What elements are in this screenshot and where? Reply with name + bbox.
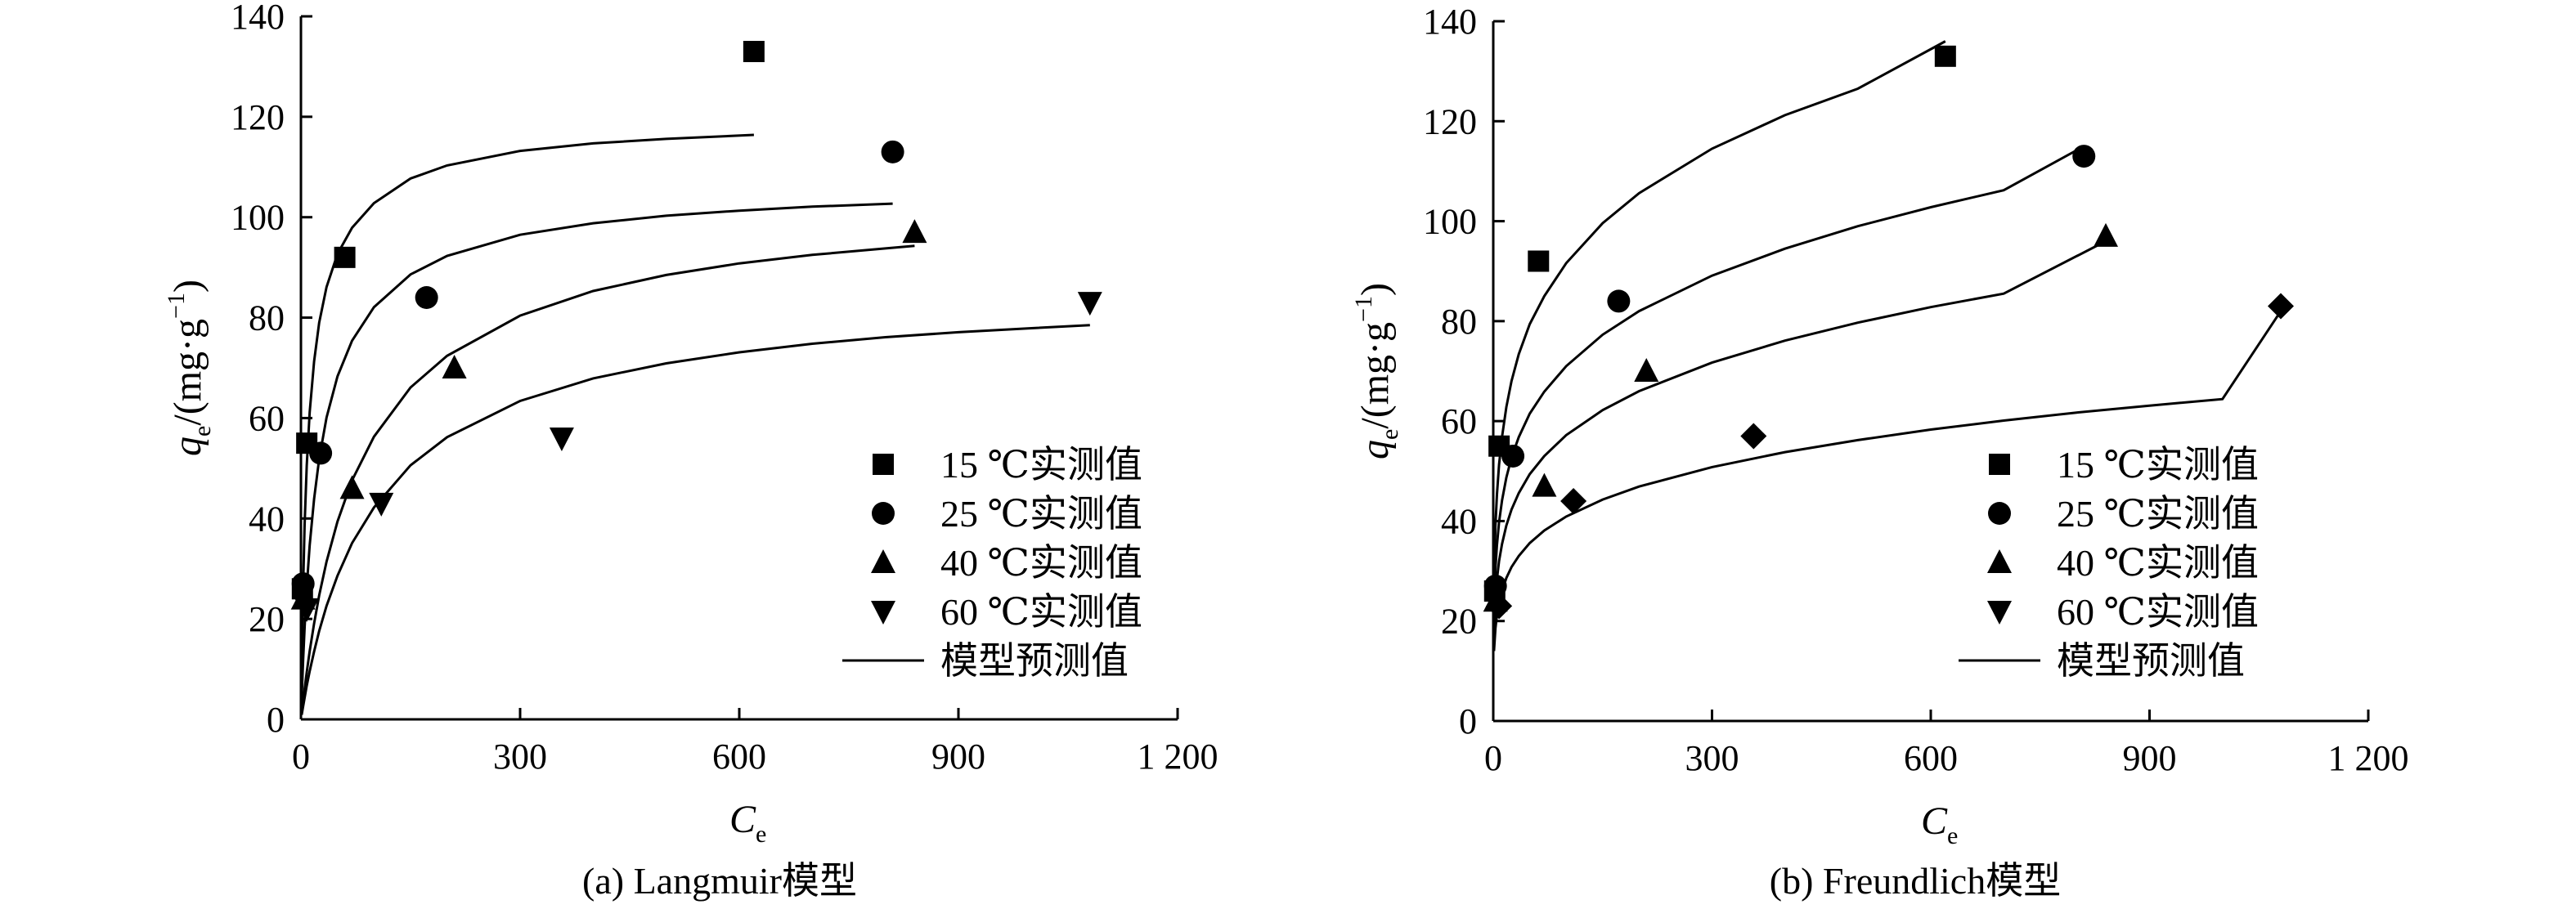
data-point-series-3	[442, 355, 467, 378]
y-tick-label: 60	[1441, 401, 1477, 441]
y-tick-label: 140	[1423, 2, 1477, 42]
fit-curve-2	[300, 202, 893, 699]
data-point-series-4	[1077, 292, 1102, 316]
data-point-series-1	[1528, 250, 1550, 272]
chart-panel-a: 0 20 40 60 80 100 120 140 0 300 600 900 1 200 Ce qe/(m…	[163, 0, 1218, 902]
data-point-series-2	[415, 286, 438, 309]
legend-marker	[1987, 549, 2012, 573]
data-point-series-3	[902, 219, 927, 244]
x-tick-label: 300	[1685, 738, 1739, 778]
fit-curve-3	[1492, 240, 2107, 631]
data-point-series-3	[1532, 472, 1557, 497]
data-point-series-4	[2268, 293, 2294, 320]
fit-curve-2	[1492, 145, 2085, 611]
x-tick-label: 0	[292, 737, 310, 777]
x-tick-label: 900	[2123, 738, 2177, 778]
legend-label: 40 ℃实测值	[940, 542, 1142, 584]
data-point-series-1	[334, 246, 356, 268]
y-tick-label: 120	[1423, 101, 1477, 141]
data-point-series-2	[2072, 145, 2096, 168]
legend-label: 25 ℃实测值	[2057, 493, 2259, 535]
legend-label: 60 ℃实测值	[2057, 591, 2259, 633]
y-tick-label: 120	[231, 97, 285, 137]
legend-label: 40 ℃实测值	[2057, 542, 2259, 584]
data-point-series-4	[549, 428, 574, 451]
data-point-series-4	[1560, 487, 1587, 514]
legend-label: 60 ℃实测值	[940, 591, 1142, 633]
data-point-series-3	[1634, 358, 1659, 382]
data-point-series-4	[294, 598, 320, 622]
x-tick-label: 300	[493, 737, 547, 777]
data-point-series-3	[2094, 222, 2118, 247]
y-tick-label: 80	[1441, 302, 1477, 342]
legend-marker	[1988, 502, 2011, 525]
y-tick-label: 40	[249, 499, 285, 539]
panel-caption: (b) Freundlich模型	[1770, 860, 2061, 902]
x-tick-label: 900	[931, 737, 985, 777]
y-tick-label: 0	[1459, 701, 1477, 741]
legend-label: 25 ℃实测值	[940, 493, 1142, 535]
data-point-series-4	[1486, 593, 1513, 620]
data-point-series-2	[291, 572, 315, 596]
x-tick-label: 1 200	[2328, 738, 2409, 778]
data-point-series-2	[1501, 444, 1525, 468]
legend-marker	[871, 601, 895, 625]
legend-marker	[1989, 454, 2010, 475]
y-tick-label: 140	[231, 0, 285, 37]
data-point-series-1	[743, 41, 765, 62]
x-tick-label: 1 200	[1138, 737, 1218, 777]
x-axis-title: Ce	[1921, 799, 1958, 849]
fit-curve-3	[300, 244, 915, 714]
y-axis-title: qe/(mg·g−1)	[163, 280, 216, 456]
fit-curve-1	[1492, 40, 1946, 581]
x-axis-title: Ce	[729, 798, 766, 848]
legend-marker	[871, 549, 895, 573]
data-point-series-2	[1483, 574, 1507, 598]
chart-panel-b: 0 20 40 60 80 100 120 140 0 300 600 900 1 200 Ce qe/(m…	[1350, 2, 2409, 902]
y-tick-label: 60	[249, 398, 285, 438]
legend-marker	[1987, 601, 2012, 625]
data-point-series-3	[339, 475, 365, 499]
legend-marker	[872, 502, 895, 525]
legend-label: 15 ℃实测值	[940, 444, 1142, 486]
y-tick-label: 0	[267, 700, 285, 740]
legend-marker	[873, 454, 894, 475]
fit-curve-4	[300, 324, 1090, 715]
data-point-series-2	[1607, 289, 1631, 313]
data-point-series-1	[1934, 45, 1956, 67]
y-tick-label: 40	[1441, 501, 1477, 541]
data-point-series-2	[881, 140, 904, 163]
data-point-series-4	[369, 492, 394, 517]
data-point-series-2	[309, 441, 333, 465]
legend-label: 15 ℃实测值	[2057, 444, 2259, 486]
y-tick-label: 80	[249, 298, 285, 338]
x-tick-label: 600	[712, 737, 766, 777]
y-tick-label: 20	[1441, 602, 1477, 642]
data-point-series-4	[1740, 423, 1767, 450]
y-tick-label: 100	[231, 198, 285, 238]
legend-label: 模型预测值	[2057, 640, 2245, 682]
y-axis-title: qe/(mg·g−1)	[1350, 283, 1403, 459]
x-tick-label: 0	[1484, 738, 1502, 778]
panel-caption: (a) Langmuir模型	[582, 860, 857, 902]
y-tick-label: 100	[1423, 202, 1477, 242]
y-tick-label: 20	[249, 599, 285, 639]
x-tick-label: 600	[1904, 738, 1958, 778]
legend-label: 模型预测值	[940, 640, 1129, 682]
